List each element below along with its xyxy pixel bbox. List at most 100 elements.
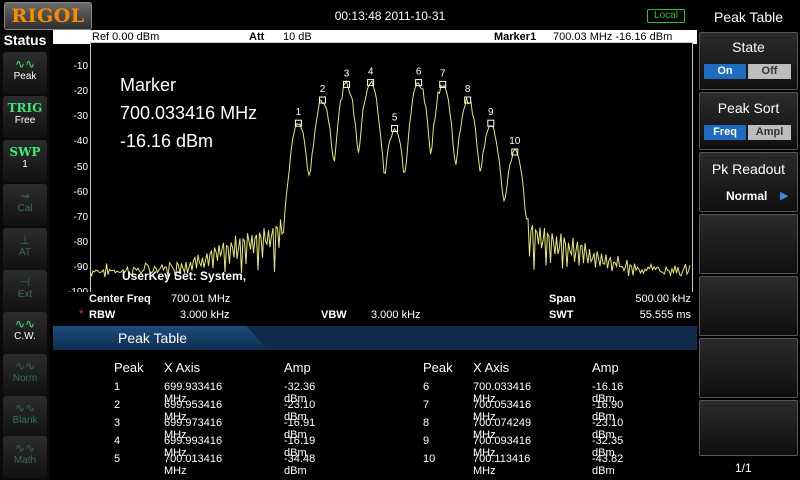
peak-row-number: 4 (114, 435, 121, 447)
peak-label-6: 6 (416, 67, 422, 78)
rigol-logo: RIGOL (4, 2, 92, 30)
status-title: Status (3, 32, 47, 48)
peak-marker-2 (319, 96, 326, 104)
peak-label-9: 9 (488, 107, 494, 118)
peak-row-number: 8 (423, 417, 430, 429)
status-norm-label: Norm (12, 373, 38, 384)
peak-row-amp: -16.90 dBm (592, 399, 624, 423)
cw-wave-icon: ∿∿ (14, 317, 36, 331)
peak-row-x: 700.074249 MHz (473, 417, 532, 441)
peak-marker-4 (367, 79, 375, 87)
state-softkey[interactable]: State On Off (699, 32, 798, 90)
span-label: Span (549, 293, 576, 305)
status-blank-label: Blank (12, 415, 38, 426)
ref-level: Ref 0.00 dBm (92, 31, 160, 43)
peak-label-4: 4 (368, 67, 374, 78)
spectrum-trace-line (90, 80, 691, 278)
softkey-empty-6[interactable] (699, 338, 798, 398)
peak-row-x: 699.933416 MHz (164, 381, 223, 405)
y-tick-label: -20 (73, 86, 88, 98)
peak-row-x: 699.973416 MHz (164, 417, 223, 441)
pk-readout-value: Normal (726, 189, 768, 203)
math-wave-icon: ∿∿ (14, 441, 36, 455)
swt-label: SWT (549, 309, 574, 321)
peak-marker-7 (439, 80, 447, 88)
spectrum-plot-area[interactable] (90, 42, 693, 295)
status-at-label: AT (18, 247, 32, 258)
status-peak-label: Peak (13, 71, 37, 82)
state-on-option[interactable]: On (704, 64, 746, 79)
status-ext-label: Ext (17, 289, 33, 300)
peak-row-x: 699.953416 MHz (164, 399, 223, 423)
status-cal-label: Cal (17, 203, 33, 214)
status-norm: ∿∿ Norm (3, 354, 47, 396)
peak-table-tab (53, 326, 268, 350)
peak-label-8: 8 (465, 84, 471, 95)
date-time: 00:13:48 2011-10-31 (334, 9, 446, 23)
peak-row-number: 6 (423, 381, 430, 393)
peak-label-1: 1 (296, 107, 302, 118)
peak-label-5: 5 (392, 113, 398, 124)
peak-row-x: 700.033416 MHz (473, 381, 532, 405)
y-tick-label: 0 (82, 36, 88, 47)
peak-row-number: 1 (114, 381, 121, 393)
rbw-value: 3.000 kHz (180, 309, 230, 321)
y-tick-label: -10 (73, 61, 88, 73)
softkey-empty-4[interactable] (699, 214, 798, 274)
peak-marker-9 (487, 119, 495, 127)
peak-row-amp: -32.36 dBm (284, 381, 316, 405)
peak-row-amp: -16.19 dBm (284, 435, 316, 459)
y-tick-label: -90 (73, 261, 88, 273)
status-math-label: Math (13, 455, 37, 466)
peak-marker-5 (391, 125, 399, 132)
peak-row-x: 700.013416 MHz (164, 453, 223, 477)
peak-marker-6 (415, 79, 423, 87)
peak-marker-8 (464, 96, 472, 104)
cal-icon: ⇝ (19, 189, 31, 203)
marker-readout-freq: 700.033416 MHz (120, 103, 258, 123)
y-axis: 0-10-20-30-40-50-60-70-80-90-100 (50, 36, 90, 298)
rbw-star-icon: * (79, 308, 84, 320)
pk-readout-title: Pk Readout (711, 161, 786, 177)
y-tick-label: -50 (73, 161, 88, 173)
y-tick-label: -80 (73, 236, 88, 248)
attenuation-icon: ⊥ (19, 233, 31, 247)
peak-row-number: 2 (114, 399, 121, 411)
userkey-status: UserKey Set: System, (122, 269, 247, 283)
bottom-info-bar (53, 292, 697, 324)
peak-marker-3 (343, 80, 350, 88)
span-value: 500.00 kHz (635, 293, 691, 305)
softkey-empty-7[interactable] (699, 400, 798, 456)
ext-icon: ⊣ (19, 275, 31, 289)
center-freq-value: 700.01 MHz (171, 293, 231, 305)
peak-row-number: 3 (114, 417, 121, 429)
col-x-left: X Axis (164, 360, 201, 375)
state-off-option[interactable]: Off (748, 64, 791, 79)
blank-wave-icon: ∿∿ (14, 401, 36, 415)
status-cw: ∿∿ C.W. (3, 312, 47, 354)
peak-sort-softkey[interactable]: Peak Sort Freq Ampl (699, 92, 798, 150)
peak-row-amp: -23.10 dBm (284, 399, 316, 423)
y-tick-label: -70 (73, 211, 88, 223)
y-tick-label: -40 (73, 136, 88, 148)
peak-table-body (53, 350, 697, 480)
peak-row-number: 7 (423, 399, 430, 411)
vbw-value: 3.000 kHz (371, 309, 421, 321)
pk-readout-softkey[interactable]: Pk Readout Normal ▶ (699, 152, 798, 212)
peak-sort-title: Peak Sort (717, 100, 780, 116)
status-cw-label: C.W. (14, 331, 36, 342)
peak-sort-freq-option[interactable]: Freq (704, 125, 746, 140)
y-tick-label: -30 (73, 111, 88, 123)
peak-row-number: 5 (114, 453, 121, 465)
softkey-empty-5[interactable] (699, 276, 798, 336)
marker-label: Marker1 (494, 31, 537, 43)
status-cal: ⇝ Cal (3, 184, 47, 226)
status-blank: ∿∿ Blank (3, 396, 47, 438)
col-peak-left: Peak (114, 360, 144, 375)
peak-label-10: 10 (509, 136, 521, 147)
status-math: ∿∿ Math (3, 436, 47, 478)
status-trig-value: Free (14, 115, 36, 126)
peak-row-amp: -34.48 dBm (284, 453, 316, 477)
peak-sort-ampl-option[interactable]: Ampl (748, 125, 791, 140)
y-tick-label: -60 (73, 186, 88, 198)
